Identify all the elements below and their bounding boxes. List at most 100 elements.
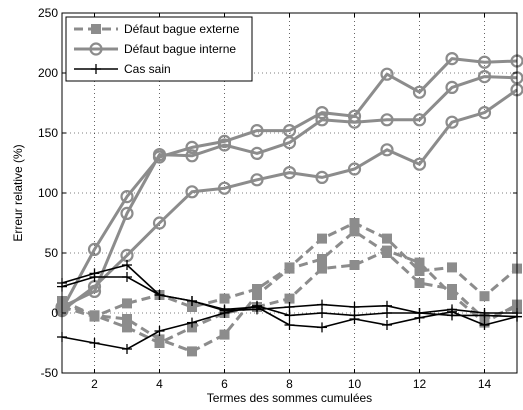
data-point [152, 148, 167, 162]
data-point [477, 69, 492, 84]
data-point [185, 149, 199, 163]
x-tick-label: 4 [156, 377, 163, 391]
data-point [412, 157, 427, 171]
y-tick-label: 50 [45, 246, 59, 260]
data-point [347, 162, 362, 176]
data-point [315, 170, 329, 184]
series-line [60, 57, 518, 311]
data-point [349, 260, 360, 270]
data-point [382, 245, 392, 256]
y-tick-label: 150 [38, 126, 58, 140]
data-point [447, 262, 457, 273]
data-point [219, 293, 230, 304]
data-point [349, 302, 360, 312]
data-point [317, 233, 327, 244]
data-point [282, 136, 297, 150]
data-point [284, 263, 295, 274]
data-point [122, 344, 132, 354]
data-point [382, 233, 392, 244]
data-point [122, 298, 132, 309]
x-axis-label: Termes des sommes cumulées [207, 391, 372, 405]
data-point [250, 124, 264, 138]
data-point [284, 320, 295, 330]
data-point [445, 51, 459, 66]
data-point [477, 105, 492, 120]
y-tick-label: 250 [38, 6, 58, 20]
y-tick-label: 0 [51, 306, 58, 320]
data-point [120, 190, 134, 204]
legend-entry-label: Défaut bague interne [124, 42, 236, 56]
data-point [89, 310, 100, 321]
data-point [154, 326, 165, 336]
data-point [122, 260, 132, 270]
data-point [219, 329, 230, 340]
series-layer [55, 51, 523, 357]
legend-swatch-marker [89, 42, 103, 56]
x-tick-label: 14 [478, 377, 492, 391]
data-point [154, 290, 165, 300]
legend: Défaut bague externe Défaut bague interne… [65, 16, 253, 82]
data-point [479, 310, 490, 321]
data-point [284, 293, 295, 304]
y-tick-label: 100 [38, 186, 58, 200]
legend-entry-label: Cas sain [124, 62, 171, 76]
x-tick-label: 2 [91, 377, 98, 391]
data-point [349, 226, 360, 237]
y-tick-label: 200 [38, 66, 58, 80]
data-point [89, 338, 100, 348]
data-point [317, 308, 327, 318]
data-point [187, 296, 197, 306]
data-point [120, 206, 134, 220]
data-point [217, 181, 232, 195]
x-tick-label: 10 [348, 377, 362, 391]
legend-entry-label: Défaut bague externe [124, 22, 240, 36]
data-point [187, 346, 197, 357]
data-point [349, 310, 360, 321]
legend-swatch-marker [91, 64, 101, 74]
data-point [250, 146, 264, 160]
x-tick-label: 12 [413, 377, 427, 391]
y-tick-label: -50 [41, 366, 59, 380]
data-point [284, 310, 295, 321]
data-point [315, 105, 329, 120]
data-point [412, 113, 427, 127]
data-point [122, 322, 132, 333]
data-point [317, 254, 327, 264]
data-point [382, 308, 392, 318]
data-point [380, 113, 394, 127]
data-point [217, 138, 232, 152]
data-point [445, 115, 459, 129]
x-tick-label: 8 [286, 377, 293, 391]
data-point [414, 308, 425, 318]
data-point [122, 272, 132, 282]
data-point [414, 257, 425, 268]
data-point [479, 320, 490, 330]
data-point [380, 143, 394, 157]
y-axis-label: Erreur relative (%) [11, 144, 25, 241]
data-point [447, 310, 457, 321]
data-point [152, 216, 167, 230]
data-point [252, 300, 262, 311]
data-point [185, 140, 199, 154]
data-point [347, 115, 362, 129]
series-line [61, 88, 518, 312]
data-point [122, 314, 132, 324]
data-point [380, 67, 394, 81]
data-point [445, 80, 459, 95]
series-line [61, 75, 518, 309]
data-point [284, 302, 295, 312]
data-point [250, 173, 264, 187]
data-point [252, 290, 262, 300]
data-point [477, 55, 492, 69]
data-point [479, 291, 490, 302]
legend-swatch-marker [91, 24, 101, 34]
ticks: 2 4 6 8 10 12 14 -50 0 50 100 150 200 250 [38, 6, 517, 391]
data-point [89, 272, 100, 282]
data-point [187, 317, 197, 328]
data-point [185, 185, 199, 199]
data-point [412, 85, 427, 99]
data-point [154, 338, 165, 348]
data-point [349, 218, 360, 228]
data-point [382, 320, 392, 330]
